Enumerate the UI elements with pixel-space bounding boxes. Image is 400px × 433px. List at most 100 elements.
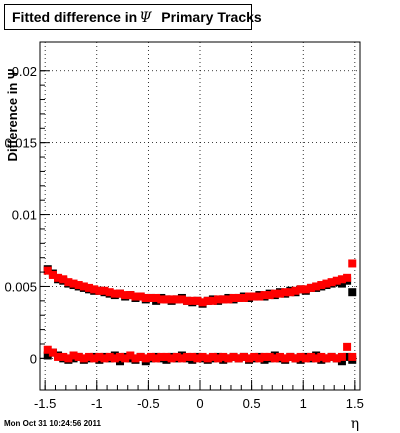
data-point-series-4	[95, 352, 104, 361]
data-point-series-4	[343, 342, 352, 351]
data-point-series-3	[301, 285, 310, 294]
tick-labels: -1.5 -1 -0.5 0 0.5 1 1.5 0 0.005 0.01 0.015 0.02	[4, 64, 363, 411]
data-point-series-4	[146, 352, 155, 361]
data-point-series-4	[59, 352, 68, 361]
y-tick-label: 0	[30, 351, 37, 366]
data-point-series-3	[260, 291, 269, 300]
data-point-series-4	[214, 354, 223, 363]
data-point-series-4	[317, 352, 326, 361]
x-tick-label: 0.5	[243, 396, 261, 411]
data-point-series-4	[306, 352, 315, 361]
x-tick-label: -1.5	[34, 396, 56, 411]
data-point-series-3	[69, 279, 78, 288]
data-point-series-3	[265, 291, 274, 300]
data-point-series-3	[203, 296, 212, 305]
data-point-series-2	[337, 357, 346, 366]
data-point-series-1	[348, 288, 357, 297]
data-point-series-3	[193, 296, 202, 305]
timestamp: Mon Oct 31 10:24:56 2011	[4, 419, 101, 428]
data-point-series-3	[152, 293, 161, 302]
data-point-series-1	[337, 279, 346, 288]
data-point-series-4	[219, 352, 228, 361]
data-point-series-4	[172, 352, 181, 361]
data-point-series-4	[301, 354, 310, 363]
data-point-series-4	[74, 352, 83, 361]
data-point-series-3	[327, 278, 336, 287]
data-point-series-2	[116, 357, 124, 366]
data-point-series-3	[48, 270, 57, 279]
y-tick-label: 0.02	[12, 64, 37, 79]
data-point-series-4	[167, 354, 176, 363]
data-point-series-4	[43, 345, 52, 354]
data-point-series-4	[286, 352, 295, 361]
x-axis-label: η	[351, 416, 359, 432]
y-tick-label: 0.015	[4, 136, 37, 151]
data-point-series-3	[177, 295, 186, 304]
data-point-series-4	[224, 354, 233, 363]
data-point-series-3	[116, 289, 124, 298]
data-point-series-4	[239, 352, 248, 361]
data-point-series-3	[141, 293, 150, 302]
data-point-series-3	[162, 295, 171, 304]
data-point-series-3	[239, 293, 248, 302]
title-suffix: Primary Tracks	[161, 9, 262, 25]
data-point-series-3	[255, 292, 264, 301]
data-point-series-3	[172, 295, 181, 304]
data-point-series-3	[131, 292, 140, 301]
data-point-series-4	[276, 352, 284, 361]
data-point-series-4	[48, 348, 57, 357]
data-point-series-3	[281, 288, 290, 297]
data-point-series-3	[95, 286, 104, 295]
data-point-series-3	[198, 298, 207, 307]
x-tick-label: 1.5	[346, 396, 364, 411]
data-point-series-3	[157, 295, 166, 304]
data-point-series-3	[90, 285, 99, 294]
data-point-series-4	[193, 354, 202, 363]
data-point-series-3	[110, 289, 119, 298]
data-point-series-3	[100, 286, 109, 295]
data-point-series-3	[146, 293, 155, 302]
data-point-series-3	[229, 293, 238, 302]
data-point-series-3	[167, 295, 176, 304]
data-point-series-3	[306, 283, 315, 292]
data-point-series-4	[54, 352, 63, 361]
data-point-series-3	[317, 281, 326, 290]
data-point-series-4	[312, 354, 321, 363]
data-point-series-4	[322, 354, 331, 363]
data-point-series-4	[260, 352, 269, 361]
data-point-series-4	[250, 352, 259, 361]
title-prefix: Fitted difference in	[12, 9, 138, 25]
data-point-series-3	[85, 283, 94, 292]
x-tick-label: -0.5	[137, 396, 159, 411]
data-point-series-3	[43, 266, 52, 275]
data-point-series-4	[85, 352, 94, 361]
data-point-series-4	[255, 354, 264, 363]
data-point-series-3	[322, 279, 331, 288]
data-point-series-3	[105, 288, 114, 297]
data-point-series-4	[100, 354, 109, 363]
data-point-series-3	[337, 275, 346, 284]
data-point-series-4	[116, 352, 124, 361]
data-point-series-4	[291, 354, 300, 363]
data-point-series-4	[234, 354, 243, 363]
x-tick-label: 1	[300, 396, 307, 411]
data-point-series-4	[64, 354, 73, 363]
data-point-series-3	[188, 296, 197, 305]
data-points	[43, 259, 357, 366]
chart-title: Fitted difference in Ψ Primary Tracks	[4, 4, 262, 30]
data-point-series-4	[90, 354, 99, 363]
data-point-series-4	[265, 352, 274, 361]
data-point-series-4	[121, 354, 130, 363]
data-point-series-3	[121, 291, 130, 300]
data-point-series-3	[332, 276, 341, 285]
data-point-series-3	[74, 281, 83, 290]
data-point-series-3	[59, 275, 68, 284]
data-point-series-4	[245, 354, 254, 363]
data-point-series-4	[188, 352, 197, 361]
data-point-series-4	[183, 352, 192, 361]
data-point-series-4	[337, 352, 346, 361]
data-point-series-3	[219, 295, 228, 304]
data-point-series-3	[250, 292, 259, 301]
data-point-series-3	[54, 273, 63, 282]
